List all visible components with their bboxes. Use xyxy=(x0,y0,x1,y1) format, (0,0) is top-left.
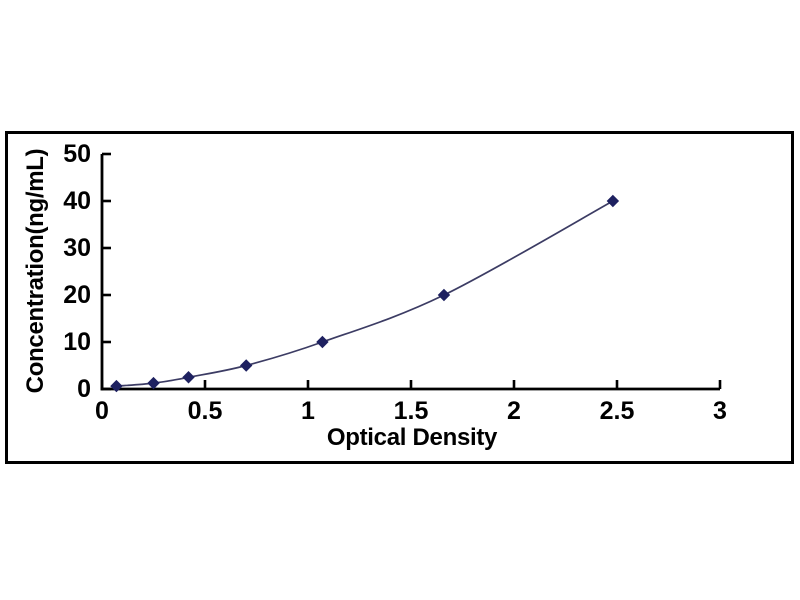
y-tick-label-0: 0 xyxy=(77,375,91,403)
y-tick-label-30: 30 xyxy=(63,234,91,262)
data-point-marker xyxy=(147,376,160,390)
chart-frame xyxy=(5,131,794,464)
x-tick-label-1.5: 1.5 xyxy=(393,397,429,425)
y-tick-label-50: 50 xyxy=(63,140,91,168)
x-tick-label-2: 2 xyxy=(507,397,521,425)
x-tick-label-3: 3 xyxy=(713,397,727,425)
x-tick-label-2.5: 2.5 xyxy=(599,397,635,425)
y-axis-title: Concentration(ng/mL) xyxy=(22,148,49,394)
data-point-marker xyxy=(110,379,123,393)
y-tick-label-20: 20 xyxy=(63,281,91,309)
y-tick-label-10: 10 xyxy=(63,328,91,356)
x-tick-label-0.5: 0.5 xyxy=(187,397,223,425)
y-tick-label-40: 40 xyxy=(63,187,91,215)
standard-curve-line xyxy=(116,200,614,387)
x-axis-title: Optical Density xyxy=(326,424,498,451)
data-point-marker xyxy=(239,359,253,372)
data-point-marker xyxy=(182,371,195,384)
x-tick-label-0: 0 xyxy=(95,397,109,425)
data-point-marker xyxy=(316,335,329,349)
x-tick-label-1: 1 xyxy=(301,397,315,425)
data-point-marker xyxy=(606,194,620,208)
data-point-marker xyxy=(437,288,451,302)
